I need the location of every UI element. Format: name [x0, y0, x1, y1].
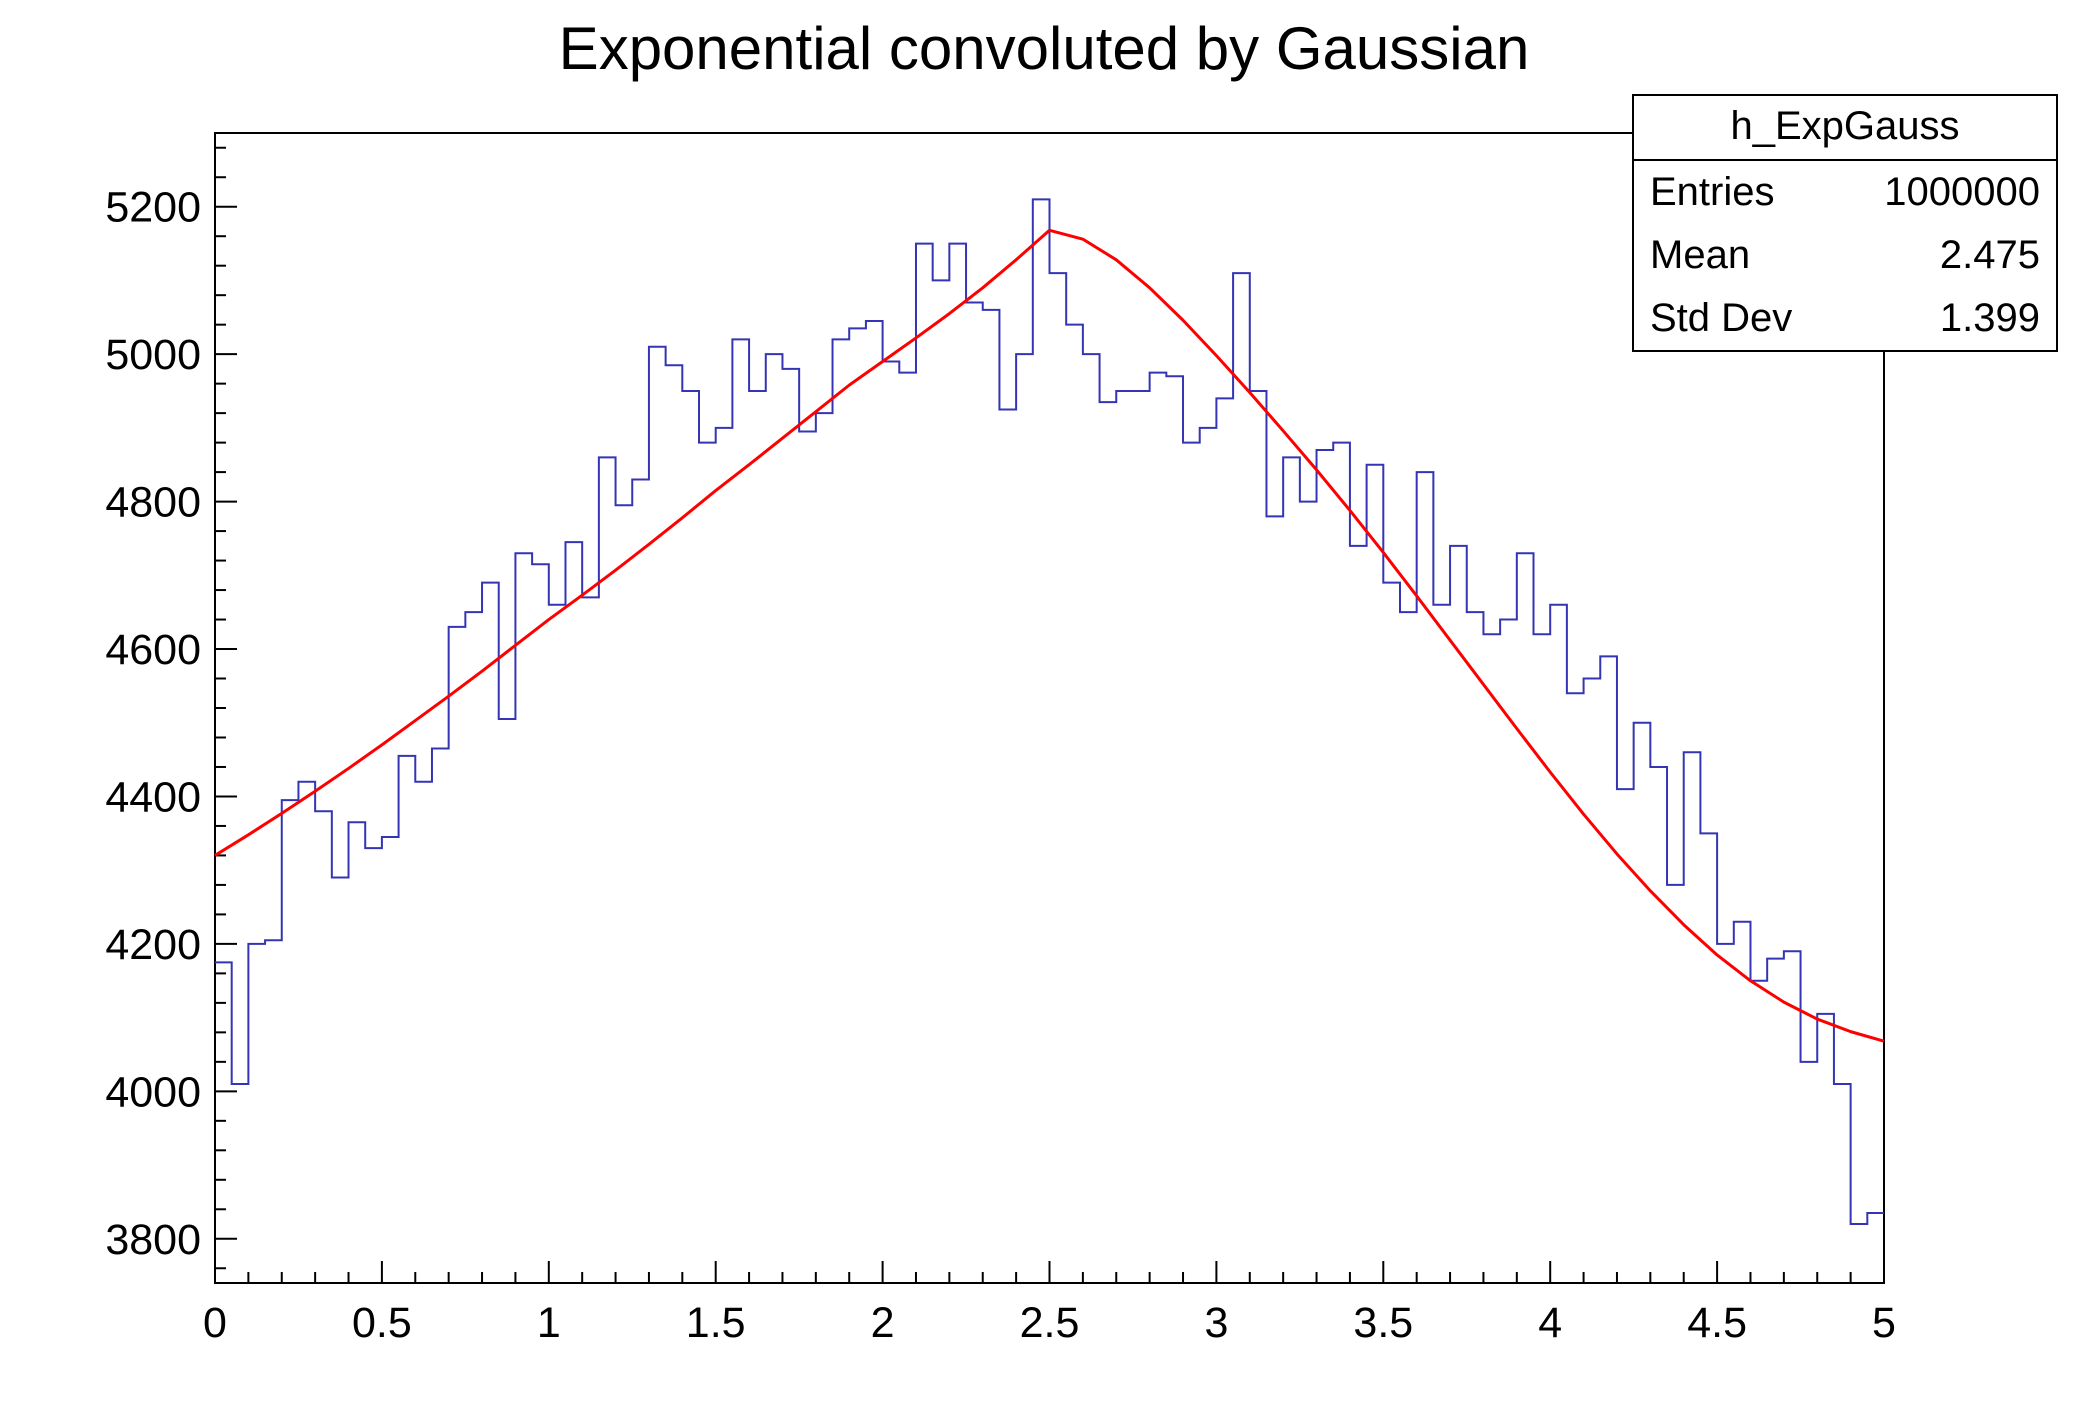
y-axis-tick-label: 4600 — [105, 626, 201, 674]
stats-box: h_ExpGauss Entries 1000000 Mean 2.475 St… — [1632, 94, 2058, 352]
y-axis-tick-label: 4400 — [105, 773, 201, 821]
y-axis-tick-label: 4000 — [105, 1068, 201, 1116]
x-axis-tick-label: 3 — [1204, 1299, 1228, 1347]
x-axis-tick-label: 2.5 — [1020, 1299, 1080, 1347]
stats-label-stddev: Std Dev — [1650, 296, 1793, 340]
x-axis-tick-label: 4 — [1538, 1299, 1562, 1347]
x-axis-tick-label: 2 — [871, 1299, 895, 1347]
x-axis-tick-label: 4.5 — [1687, 1299, 1747, 1347]
chart-title: Exponential convoluted by Gaussian — [558, 15, 1530, 82]
stats-row-mean: Mean 2.475 — [1634, 224, 2056, 287]
y-axis-tick-label: 3800 — [105, 1216, 201, 1264]
y-axis-tick-label: 4800 — [105, 479, 201, 527]
y-axis-tick-label: 5000 — [105, 331, 201, 379]
x-axis-tick-label: 1 — [537, 1299, 561, 1347]
y-axis-tick-label: 4200 — [105, 921, 201, 969]
x-axis-tick-label: 1.5 — [686, 1299, 746, 1347]
x-axis-tick-label: 5 — [1872, 1299, 1896, 1347]
histogram-line — [215, 198, 1884, 1226]
x-axis-tick-label: 0.5 — [352, 1299, 412, 1347]
stats-row-stddev: Std Dev 1.399 — [1634, 287, 2056, 350]
stats-value-mean: 2.475 — [1939, 233, 2040, 277]
stats-value-entries: 1000000 — [1884, 170, 2040, 214]
stats-label-mean: Mean — [1650, 233, 1751, 277]
fit-curve — [214, 228, 1885, 1043]
stats-label-entries: Entries — [1650, 170, 1775, 214]
stats-box-title: h_ExpGauss — [1634, 96, 2056, 161]
x-axis-tick-label: 0 — [203, 1299, 227, 1347]
stats-value-stddev: 1.399 — [1939, 296, 2040, 340]
y-axis-tick-label: 5200 — [105, 184, 201, 232]
stats-row-entries: Entries 1000000 — [1634, 161, 2056, 224]
x-axis-tick-label: 3.5 — [1353, 1299, 1413, 1347]
